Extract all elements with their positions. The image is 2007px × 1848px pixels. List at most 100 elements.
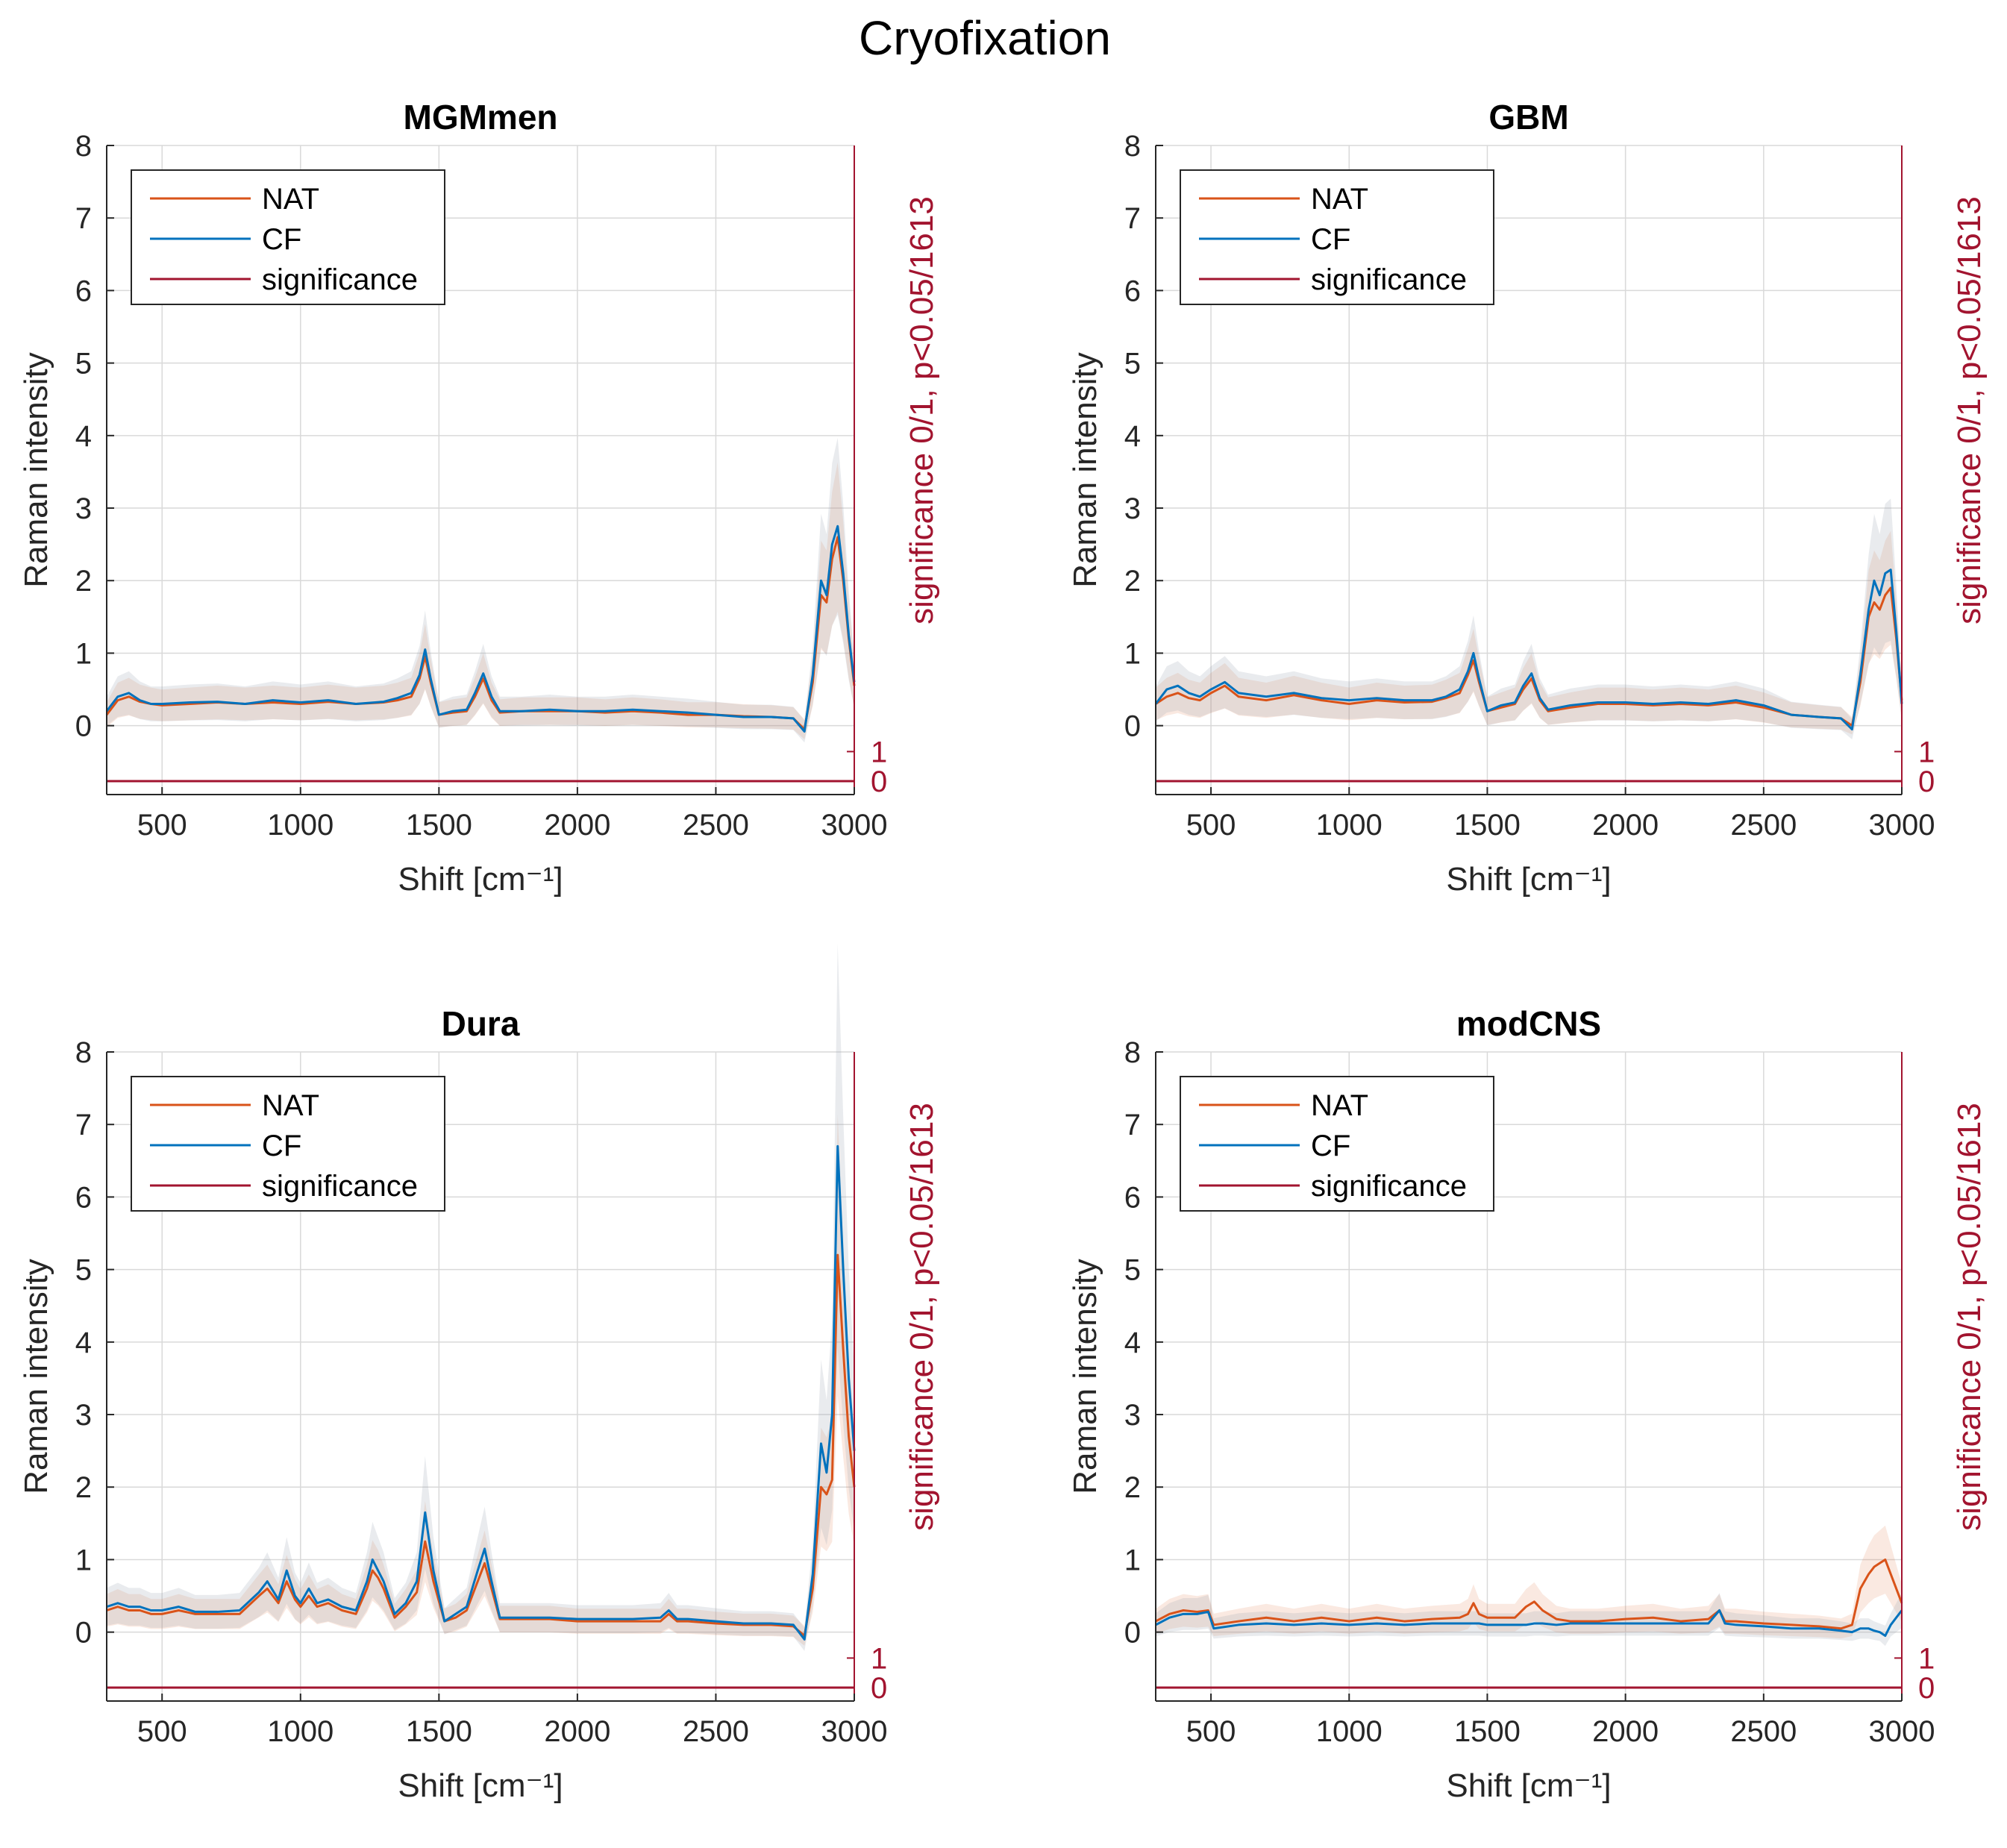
series-line-cf xyxy=(105,524,856,733)
y-tick-label: 8 xyxy=(75,1036,92,1069)
subplot-title: MGMmen xyxy=(404,98,558,137)
x-axis-label: Shift [cm⁻¹] xyxy=(398,1767,563,1804)
x-tick-label: 1500 xyxy=(1454,1715,1521,1748)
x-tick-label: 500 xyxy=(137,1715,187,1748)
legend-entry-significance: significance xyxy=(262,263,418,296)
y-tick-label: 4 xyxy=(1124,1327,1141,1359)
legend: NAT CF significance xyxy=(131,169,445,305)
band-cf xyxy=(107,943,854,1651)
y-tick-label: 2 xyxy=(1124,565,1141,598)
y-tick-label: 2 xyxy=(75,565,92,598)
y-tick-label: 6 xyxy=(75,1181,92,1214)
figure-title: Cryofixation xyxy=(859,11,1111,65)
y-tick-label: 5 xyxy=(75,1254,92,1287)
y-axis-label: Raman intensity xyxy=(1067,352,1103,587)
y2-tick-label: 1 xyxy=(1918,1642,1935,1675)
y-tick-label: 1 xyxy=(1124,1544,1141,1576)
y-tick-label: 2 xyxy=(1124,1471,1141,1504)
y2-axis-label: significance 0/1, p<0.05/1613 xyxy=(1951,1103,1988,1531)
y-tick-label: 1 xyxy=(75,1544,92,1576)
x-tick-label: 1000 xyxy=(1316,1715,1383,1748)
y-tick-label: 4 xyxy=(75,1327,92,1359)
legend-entry-significance: significance xyxy=(1311,1170,1467,1203)
x-tick-label: 500 xyxy=(137,809,187,842)
y-tick-label: 0 xyxy=(75,710,92,743)
y2-axis-label: significance 0/1, p<0.05/1613 xyxy=(1951,196,1988,624)
subplot-title: Dura xyxy=(442,1004,520,1043)
subplot-mgmmen: 500 1000 1500 2000 2500 300001234567801MGMmen… xyxy=(18,98,940,898)
y-tick-label: 4 xyxy=(1124,420,1141,453)
y-tick-label: 3 xyxy=(75,1399,92,1432)
legend-entry-cf: CF xyxy=(262,223,301,256)
series-line-cf xyxy=(1155,1609,1903,1638)
y2-tick-label: 1 xyxy=(871,736,887,768)
x-tick-label: 2000 xyxy=(1592,1715,1659,1748)
band-nat xyxy=(1156,530,1902,735)
x-tick-label: 2500 xyxy=(683,1715,749,1748)
legend-box xyxy=(131,1076,445,1212)
series-line-nat xyxy=(106,1253,856,1638)
y-tick-label: 1 xyxy=(75,637,92,670)
y-tick-label: 8 xyxy=(75,130,92,163)
subplot-title: GBM xyxy=(1488,98,1568,137)
x-tick-label: 1500 xyxy=(406,1715,472,1748)
y2-tick-label: 0 xyxy=(871,765,887,798)
band-cf xyxy=(1156,1593,1902,1647)
y-tick-label: 6 xyxy=(1124,1181,1141,1214)
y-tick-label: 7 xyxy=(75,1109,92,1141)
x-tick-label: 500 xyxy=(1186,809,1236,842)
legend: NAT CF significance xyxy=(1180,169,1494,305)
y2-tick-label: 1 xyxy=(871,1642,887,1675)
x-tick-label: 1000 xyxy=(267,1715,334,1748)
y-tick-label: 4 xyxy=(75,420,92,453)
x-tick-label: 1000 xyxy=(267,809,334,842)
y-tick-label: 1 xyxy=(1124,637,1141,670)
y-tick-label: 5 xyxy=(1124,1254,1141,1287)
y-tick-label: 3 xyxy=(1124,492,1141,525)
subplot-modcns: 500 1000 1500 2000 2500 300001234567801modCNS… xyxy=(1067,1004,1988,1804)
band-nat xyxy=(1156,1525,1902,1639)
subplot-grid: 500 1000 1500 2000 2500 300001234567801MGMmen… xyxy=(18,98,1988,1804)
y-tick-label: 7 xyxy=(1124,1109,1141,1141)
legend-entry-significance: significance xyxy=(1311,263,1467,296)
y-axis-label: Raman intensity xyxy=(18,1259,54,1494)
x-tick-label: 2000 xyxy=(544,809,610,842)
y-tick-label: 7 xyxy=(1124,202,1141,235)
x-tick-label: 3000 xyxy=(821,1715,888,1748)
y-tick-label: 5 xyxy=(1124,348,1141,380)
y2-axis-label: significance 0/1, p<0.05/1613 xyxy=(904,1103,940,1531)
x-tick-label: 2000 xyxy=(544,1715,610,1748)
x-tick-label: 2500 xyxy=(683,809,749,842)
series-line-nat xyxy=(1155,1558,1903,1630)
x-tick-label: 1500 xyxy=(406,809,472,842)
x-tick-label: 3000 xyxy=(1869,1715,1935,1748)
x-tick-label: 2000 xyxy=(1592,809,1659,842)
legend-entry-significance: significance xyxy=(262,1170,418,1203)
y2-axis-label: significance 0/1, p<0.05/1613 xyxy=(904,196,940,624)
subplot-gbm: 500 1000 1500 2000 2500 300001234567801GBMShi… xyxy=(1067,98,1988,898)
legend-entry-cf: CF xyxy=(262,1130,301,1162)
y2-tick-label: 0 xyxy=(871,1672,887,1705)
x-axis-label: Shift [cm⁻¹] xyxy=(398,861,563,898)
y-tick-label: 0 xyxy=(1124,1617,1141,1650)
legend-box xyxy=(1180,1076,1494,1212)
x-tick-label: 2500 xyxy=(1730,1715,1797,1748)
y-tick-label: 7 xyxy=(75,202,92,235)
series-line-cf xyxy=(106,1144,856,1641)
series-line-cf xyxy=(1154,569,1903,731)
y-tick-label: 6 xyxy=(1124,275,1141,307)
y-tick-label: 8 xyxy=(1124,1036,1141,1069)
legend-entry-nat: NAT xyxy=(1311,1089,1368,1122)
y-tick-label: 0 xyxy=(1124,710,1141,743)
subplot-title: modCNS xyxy=(1456,1004,1601,1043)
legend-box xyxy=(131,169,445,305)
y-axis-label: Raman intensity xyxy=(18,352,54,587)
legend: NAT CF significance xyxy=(1180,1076,1494,1212)
x-tick-label: 3000 xyxy=(1869,809,1935,842)
legend-box xyxy=(1180,169,1494,305)
subplot-dura: 500 1000 1500 2000 2500 300001234567801DuraSh… xyxy=(18,943,940,1804)
x-tick-label: 1500 xyxy=(1454,809,1521,842)
y-tick-label: 0 xyxy=(75,1617,92,1650)
x-tick-label: 1000 xyxy=(1316,809,1383,842)
